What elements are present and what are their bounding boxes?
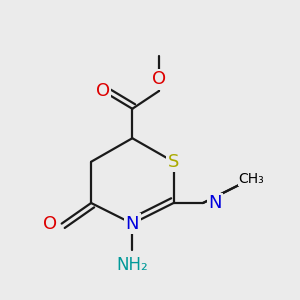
Text: NH₂: NH₂ bbox=[116, 256, 148, 274]
Text: S: S bbox=[168, 153, 179, 171]
Text: N: N bbox=[208, 194, 221, 212]
Text: O: O bbox=[152, 70, 166, 88]
Text: O: O bbox=[96, 82, 110, 100]
Text: CH₃: CH₃ bbox=[238, 172, 264, 186]
Text: O: O bbox=[43, 214, 57, 232]
Text: N: N bbox=[126, 214, 139, 232]
